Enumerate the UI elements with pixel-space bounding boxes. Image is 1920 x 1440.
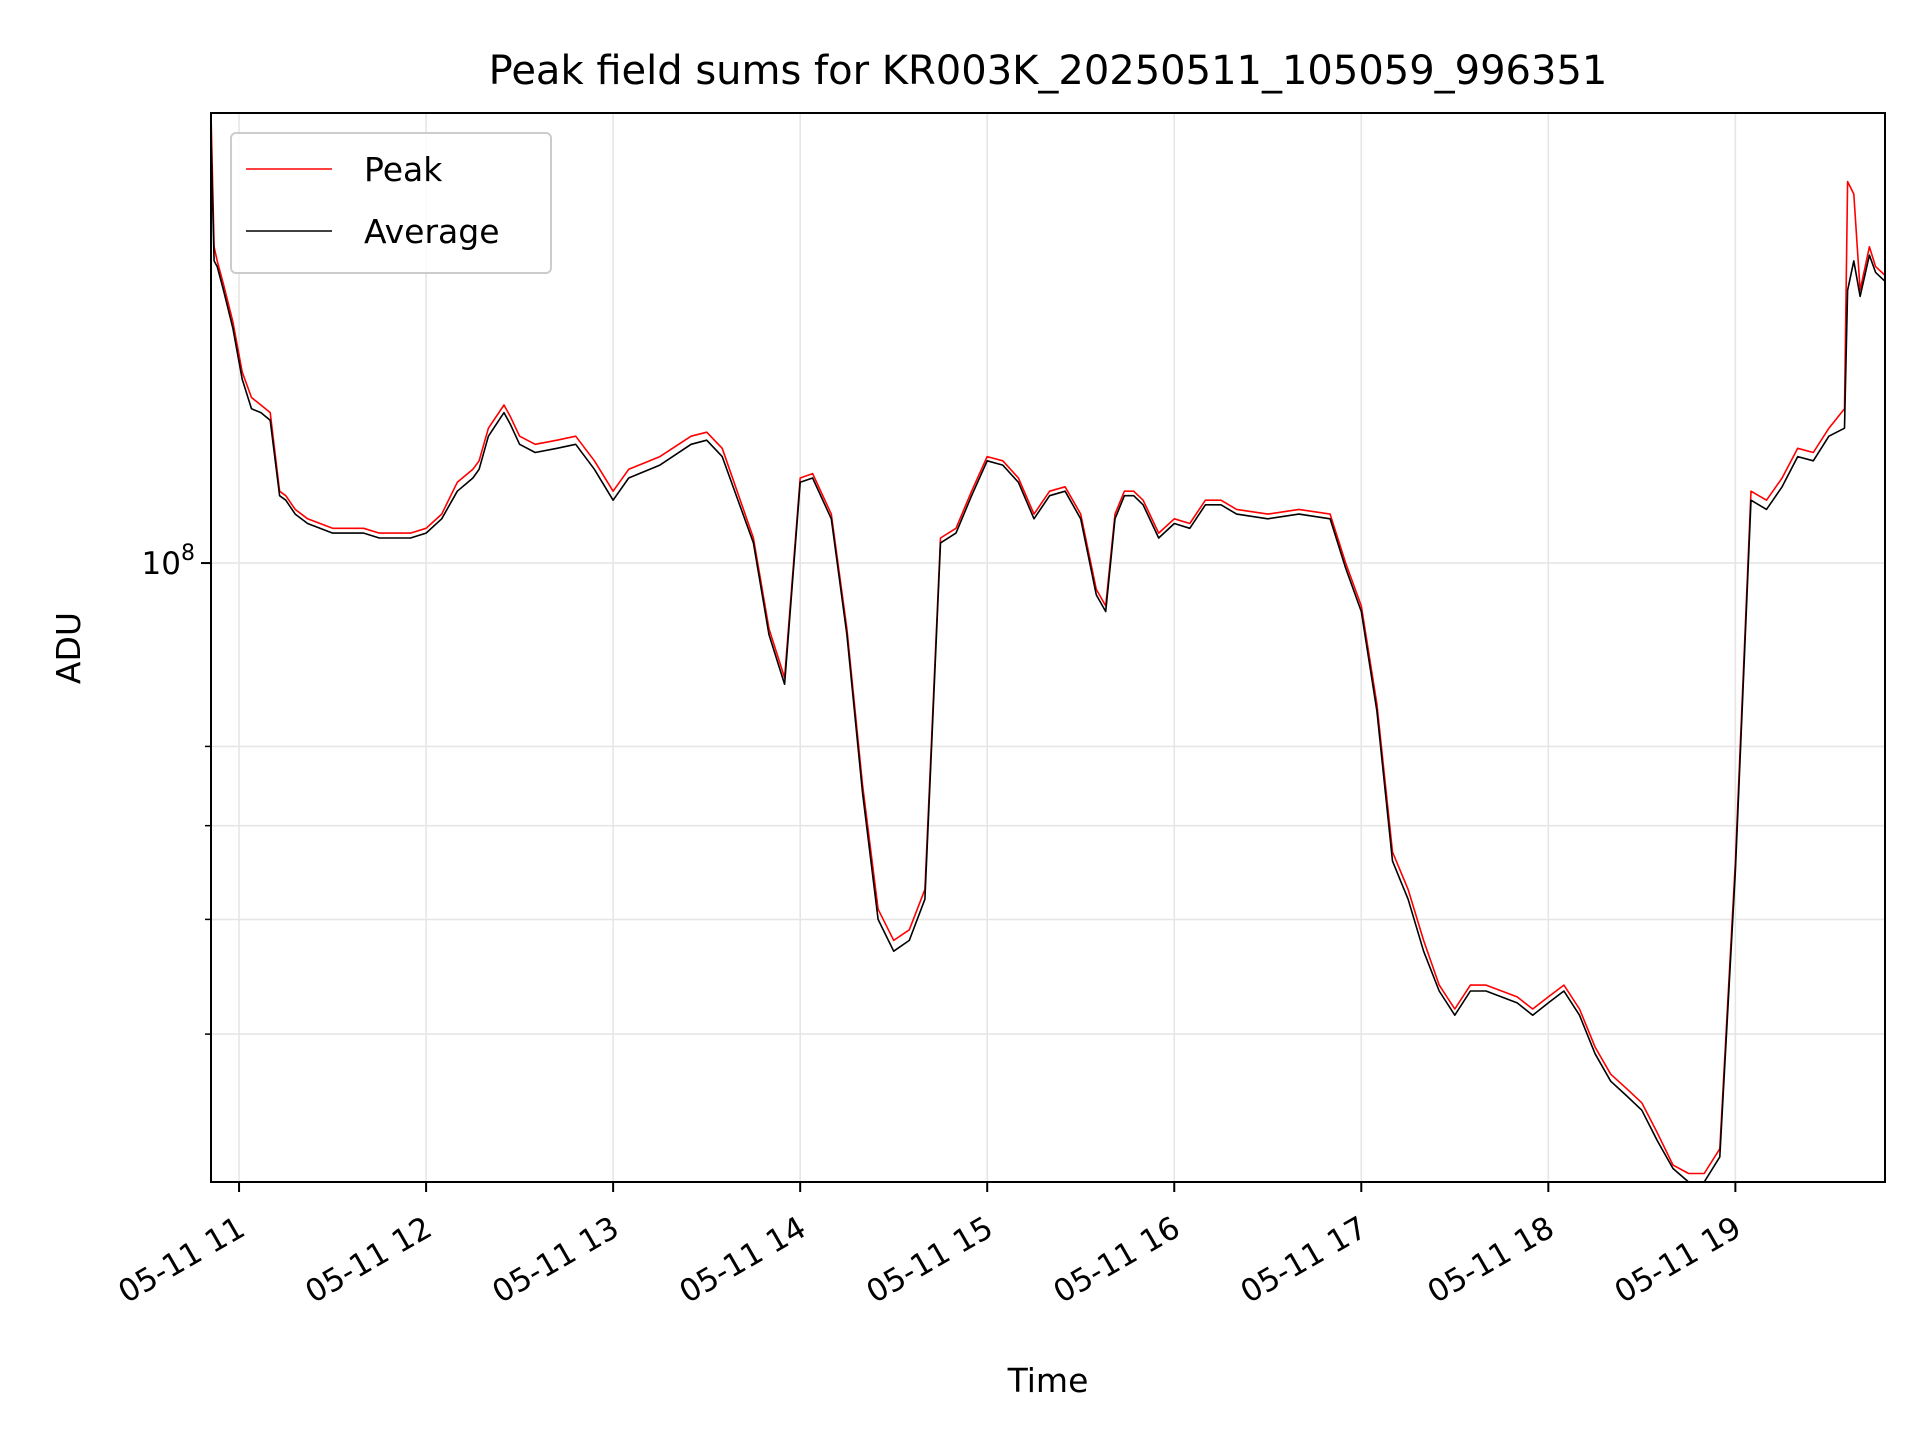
x-axis-label: Time <box>1007 1361 1089 1400</box>
chart-title: Peak field sums for KR003K_20250511_1050… <box>489 48 1608 94</box>
grid <box>211 113 1885 1182</box>
y-tick-label: 108 <box>142 541 195 582</box>
y-axis-label: ADU <box>49 612 88 684</box>
legend-box <box>230 132 552 274</box>
series-lines <box>211 113 1885 1182</box>
legend-label-average: Average <box>364 212 500 251</box>
y-axis: 108 <box>142 541 211 1035</box>
legend-label-peak: Peak <box>364 150 443 189</box>
plot-frame <box>210 112 1886 1183</box>
series-line-peak <box>211 113 1885 1175</box>
series-line-average <box>211 134 1885 1182</box>
legend: Peak Average <box>230 132 552 274</box>
